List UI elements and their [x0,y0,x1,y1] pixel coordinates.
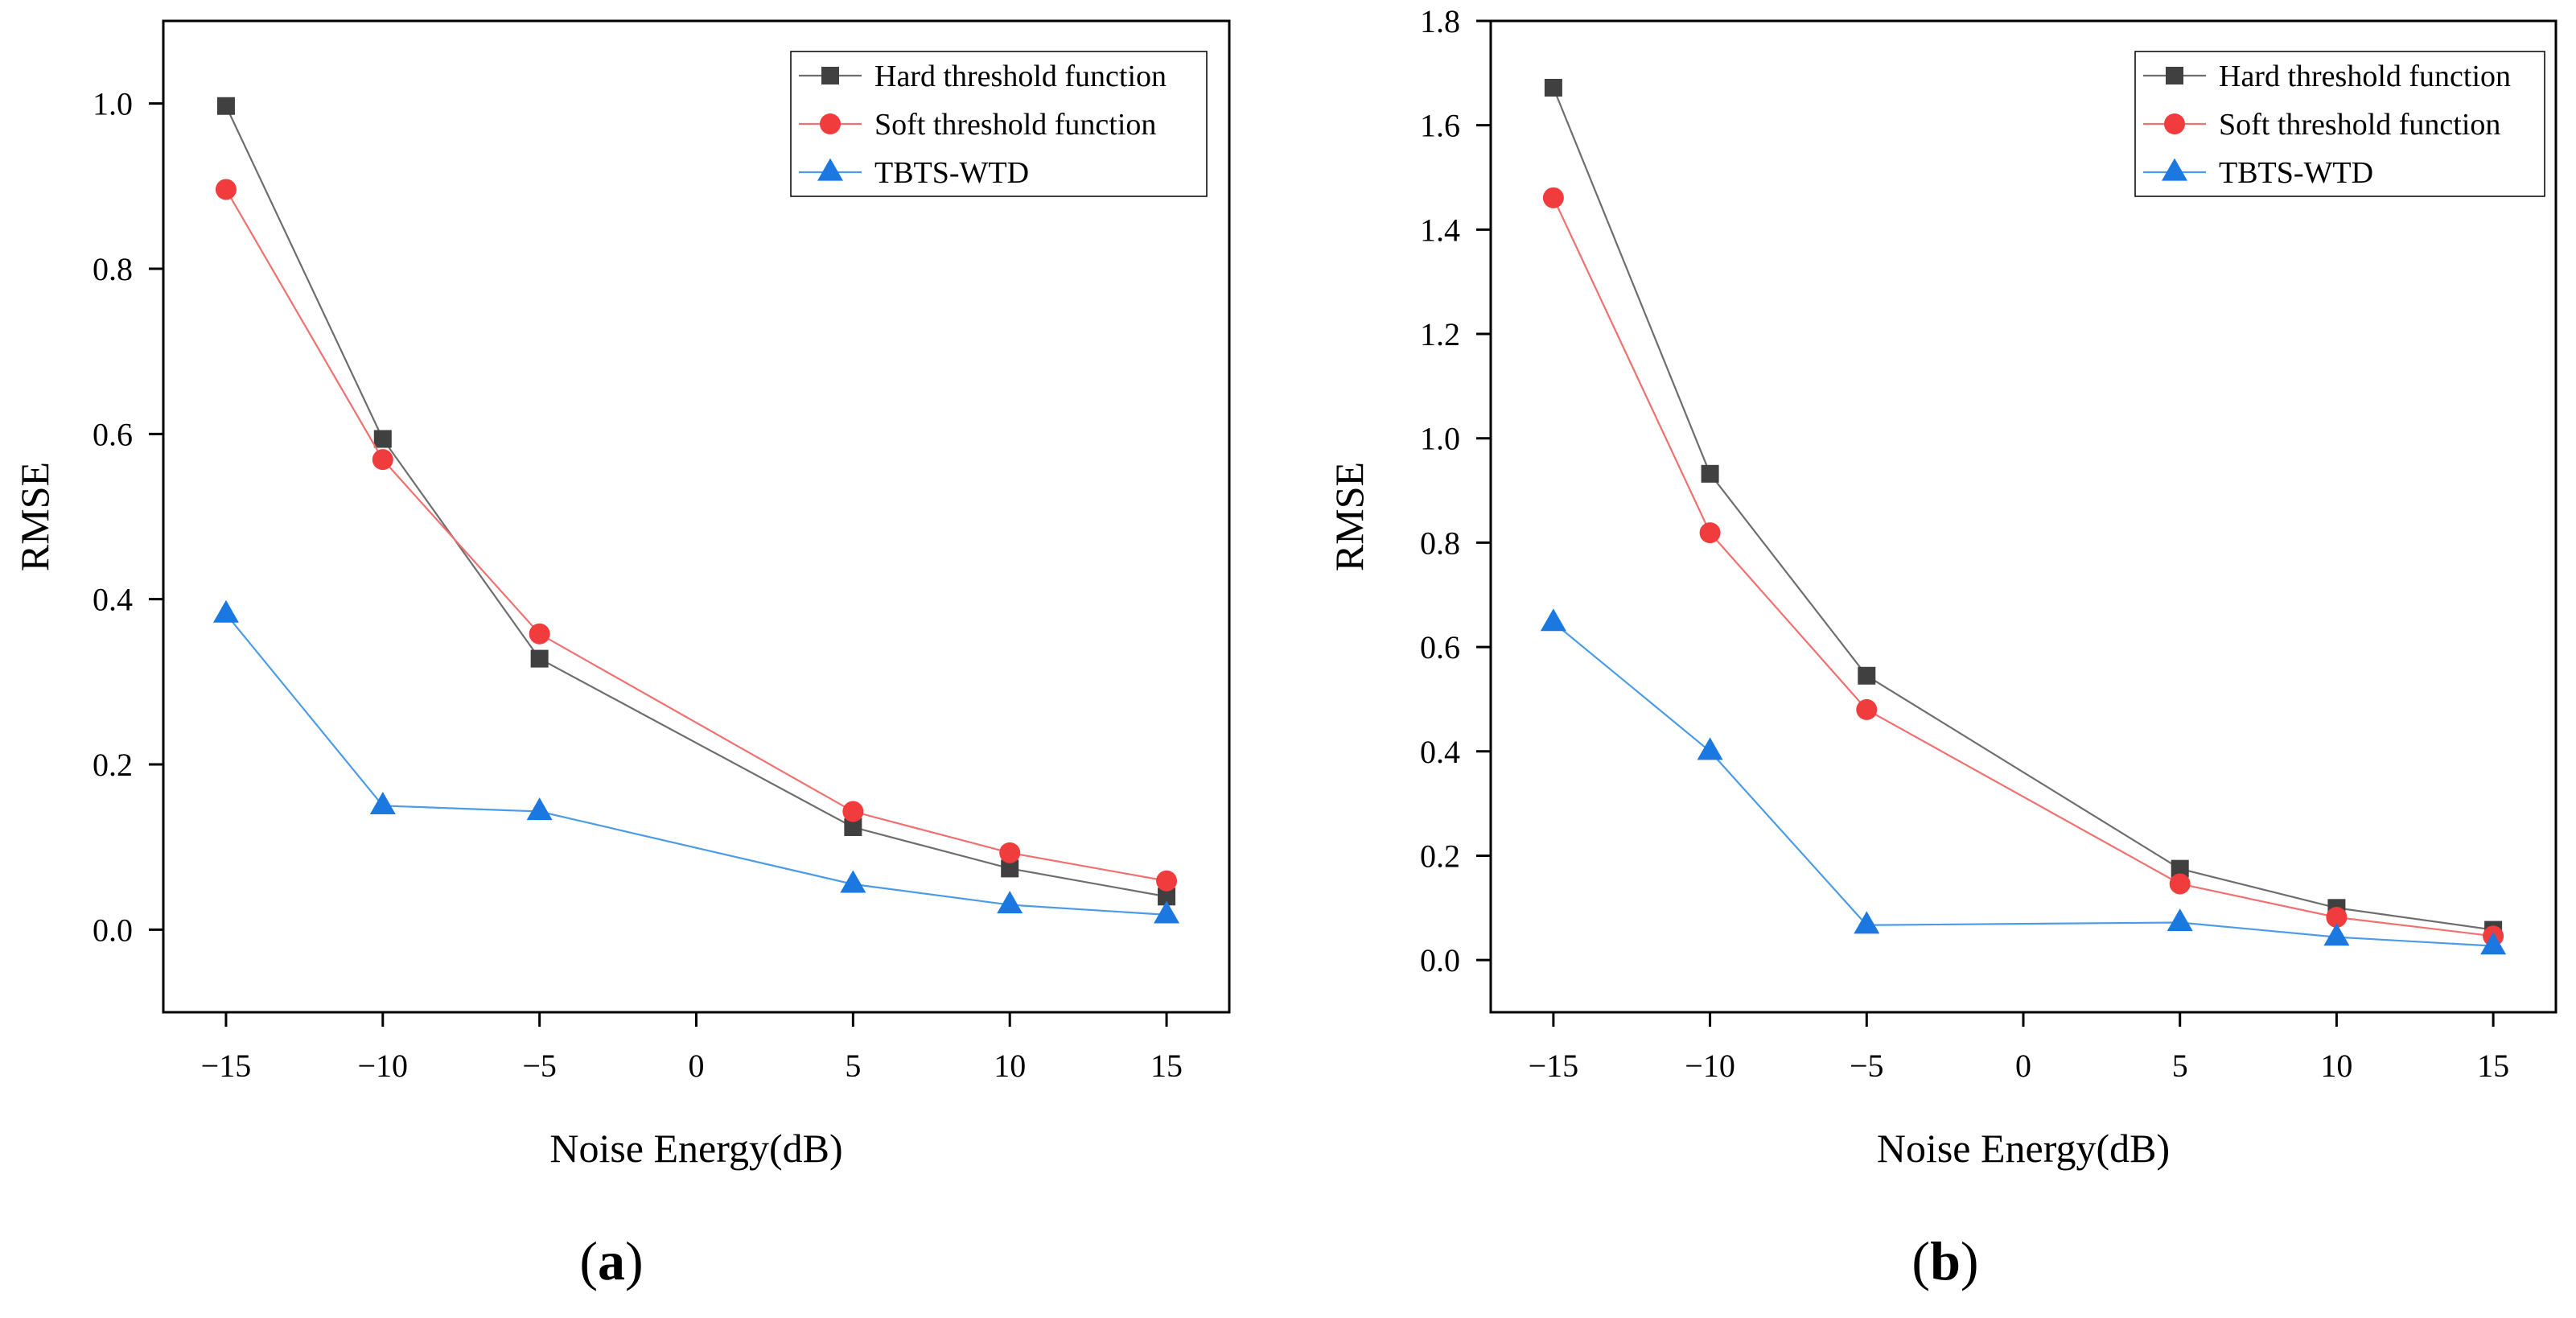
data-point [1540,608,1566,632]
data-point [1542,187,1564,208]
y-tick-label: 0.0 [1420,942,1460,978]
data-point [844,818,862,837]
data-point [1856,698,1878,720]
data-point [2480,932,2507,955]
legend-entry: TBTS-WTD [874,156,1029,190]
data-point [2167,908,2193,932]
data-point [373,430,392,448]
series-line [1552,87,2494,931]
legend-marker [2164,113,2185,134]
x-tick-label: 5 [845,1048,861,1084]
data-point [526,797,553,821]
x-axis-label: Noise Energy(dB) [549,1126,842,1171]
y-tick-label: 1.6 [1420,108,1460,144]
y-tick-label: 0.8 [93,251,133,287]
data-point [1699,522,1721,544]
data-point [1858,666,1876,685]
data-point [216,97,235,115]
x-tick-label: 0 [689,1048,705,1084]
y-tick-label: 0.4 [93,582,133,618]
y-axis-label: RMSE [1327,462,1372,571]
y-tick-label: 1.4 [1420,212,1460,248]
legend-entry: Hard threshold function [874,60,1167,93]
legend-marker [820,113,841,134]
x-tick-label: 10 [2320,1048,2352,1084]
series-line [225,613,1167,916]
y-tick-label: 1.8 [1420,3,1460,39]
y-axis-label: RMSE [12,462,57,571]
y-tick-label: 0.8 [1420,525,1460,561]
legend-entry: TBTS-WTD [2219,156,2373,190]
legend-entry: Soft threshold function [2219,108,2500,142]
x-tick-label: 15 [2477,1048,2509,1084]
x-tick-label: 5 [2172,1048,2188,1084]
data-point [997,891,1023,914]
data-point [212,599,239,623]
y-tick-label: 0.4 [1420,734,1460,770]
data-point [2323,923,2350,946]
data-point [1544,78,1562,97]
data-point [2171,859,2189,878]
legend-marker [2162,158,2187,181]
x-axis-label: Noise Energy(dB) [1877,1126,2170,1171]
data-point [1854,911,1880,934]
data-point [840,870,866,893]
legend-marker [817,158,843,181]
data-point [372,449,393,471]
data-point [1697,737,1723,760]
x-tick-label: −5 [522,1048,557,1084]
y-tick-label: 0.6 [93,416,133,452]
data-point [1701,464,1719,483]
x-tick-label: 0 [2015,1048,2031,1084]
data-point [529,623,550,645]
legend-marker [2166,67,2183,84]
legend-marker [821,67,839,84]
panel-label-b: (b) [1911,1230,1978,1291]
y-tick-label: 1.2 [1420,316,1460,352]
x-tick-label: −10 [358,1048,409,1084]
x-tick-label: −15 [1529,1048,1579,1084]
data-point [1158,888,1176,906]
series-line [224,188,1167,882]
x-tick-label: −5 [1850,1048,1884,1084]
y-tick-label: 1.0 [1420,421,1460,457]
chart-panel-b: −15 −10 −5 0 5 10 15 0.0 0.2 0.4 0.6 0.8 1.0 1.2 1.4 1.… [1327,3,2557,1171]
data-point [369,791,396,814]
legend-entry: Soft threshold function [874,108,1156,142]
x-tick-label: 15 [1150,1048,1183,1084]
legend-entry: Hard threshold function [2219,60,2511,93]
data-point [215,179,237,200]
data-point [999,842,1021,863]
panel-label-a: (a) [579,1230,643,1291]
x-tick-label: 10 [994,1048,1026,1084]
y-tick-label: 0.2 [93,747,133,783]
chart-panel-a: −15 −10 −5 0 5 10 15 0.0 0.2 0.4 0.6 0.8 1.0 Noise En… [12,19,1231,1171]
data-point [2169,873,2191,895]
series-line [224,105,1167,898]
y-tick-label: 0.0 [93,912,133,948]
series-line [1552,197,2494,937]
x-tick-label: −10 [1685,1048,1735,1084]
data-point [1154,900,1180,924]
series-line [1553,621,2494,947]
x-tick-label: −15 [201,1048,252,1084]
data-point [530,649,549,668]
y-tick-label: 0.6 [1420,629,1460,665]
y-tick-label: 1.0 [93,86,133,122]
data-point [2326,906,2348,928]
data-point [842,801,864,822]
data-point [1001,859,1019,878]
y-tick-label: 0.2 [1420,838,1460,874]
data-point [1156,870,1178,892]
